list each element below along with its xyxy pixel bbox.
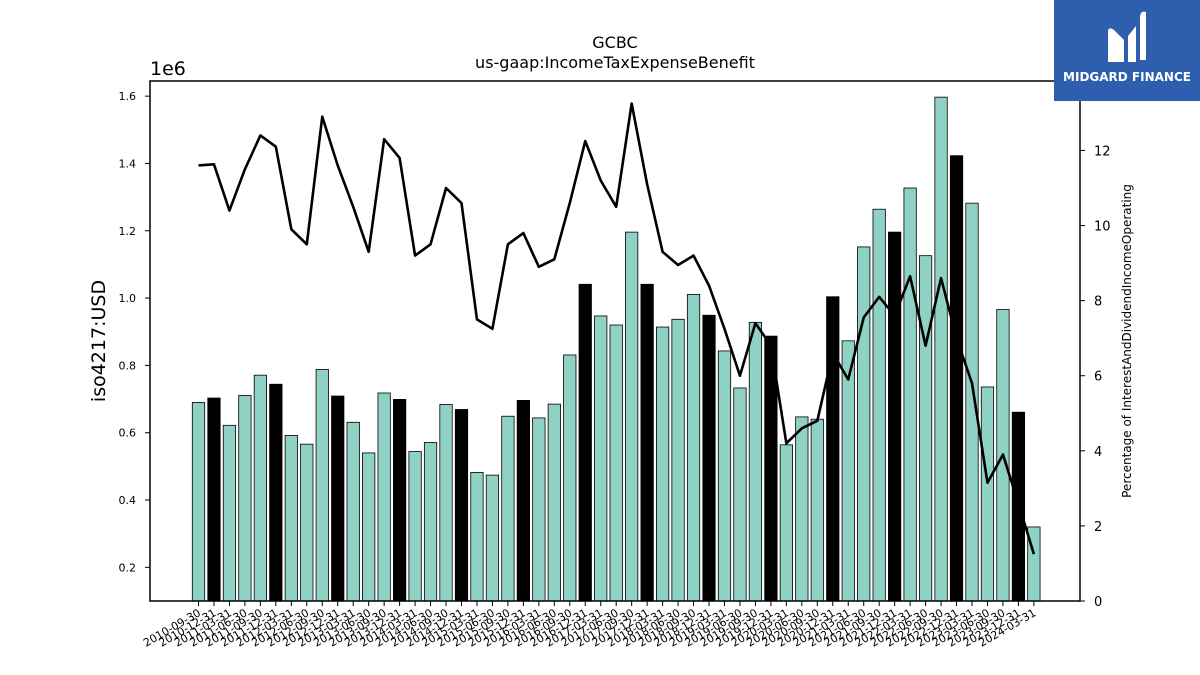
bar-2014-12-31 bbox=[454, 409, 469, 602]
y2-tick-label: 10 bbox=[1094, 220, 1111, 235]
bar-2016-06-30 bbox=[547, 403, 561, 602]
bar-2019-06-30 bbox=[733, 387, 747, 602]
y-tick-label: 0.6 bbox=[119, 427, 137, 440]
bar-2015-09-30 bbox=[501, 415, 515, 602]
bar-2021-06-30 bbox=[857, 246, 871, 602]
bar-2011-12-31 bbox=[269, 383, 283, 602]
y-tick-label: 1.0 bbox=[119, 292, 137, 305]
bar-2017-09-30 bbox=[625, 231, 639, 602]
bar-2016-09-30 bbox=[563, 354, 577, 602]
bar-2012-06-30 bbox=[300, 443, 314, 602]
bar-2014-06-30 bbox=[423, 442, 438, 602]
bar-2014-09-30 bbox=[439, 404, 453, 602]
bar-2016-03-31 bbox=[532, 417, 546, 602]
bar-2020-03-31 bbox=[779, 444, 793, 602]
y-axis-label: iso4217:USD bbox=[88, 280, 110, 402]
bar-2018-06-30 bbox=[671, 318, 685, 602]
bar-2010-12-31 bbox=[207, 397, 221, 602]
y2-tick-label: 4 bbox=[1094, 445, 1102, 460]
y2-tick-label: 0 bbox=[1094, 595, 1102, 610]
plot-frame bbox=[149, 80, 1081, 602]
bar-2018-03-31 bbox=[656, 326, 670, 602]
bar-2010-09-30 bbox=[191, 402, 206, 602]
percentage-line bbox=[198, 102, 1036, 555]
bar-2014-03-31 bbox=[408, 451, 422, 602]
bar-2016-12-31 bbox=[578, 283, 592, 602]
bar-2019-09-30 bbox=[748, 321, 763, 602]
bar-2018-09-30 bbox=[686, 293, 701, 602]
bar-2011-06-30 bbox=[238, 394, 252, 602]
brand-logo: MIDGARD FINANCE bbox=[1054, 0, 1200, 101]
bar-2021-12-31 bbox=[888, 231, 902, 602]
bar-2013-12-31 bbox=[393, 398, 407, 602]
midgard-logo-icon bbox=[1108, 11, 1146, 62]
bar-2021-09-30 bbox=[872, 208, 886, 602]
bar-2013-03-31 bbox=[346, 421, 360, 602]
bar-2012-03-31 bbox=[284, 435, 298, 602]
y-tick-label: 0.2 bbox=[119, 561, 137, 574]
y2-tick-label: 2 bbox=[1094, 520, 1102, 535]
bar-2019-03-31 bbox=[717, 350, 732, 602]
chart-title: GCBC bbox=[592, 33, 637, 52]
bar-2015-06-30 bbox=[485, 474, 500, 602]
bar-2022-12-31 bbox=[949, 155, 964, 602]
bar-2013-06-30 bbox=[362, 452, 376, 602]
y-tick-label: 0.4 bbox=[119, 494, 137, 507]
y2-axis-label: Percentage of InterestAndDividendIncomeO… bbox=[1120, 184, 1134, 498]
bar-2012-12-31 bbox=[331, 395, 345, 602]
bar-2020-12-31 bbox=[826, 296, 840, 602]
y-tick-label: 0.8 bbox=[119, 359, 137, 372]
bar-2022-06-30 bbox=[918, 255, 933, 602]
bar-2020-09-30 bbox=[810, 418, 824, 602]
bar-2015-03-31 bbox=[470, 472, 484, 602]
bar-2011-09-30 bbox=[253, 374, 267, 602]
bar-2018-12-31 bbox=[702, 314, 716, 602]
bar-2022-09-30 bbox=[934, 96, 948, 602]
bar-2017-03-31 bbox=[594, 315, 608, 602]
bar-2022-03-31 bbox=[903, 187, 917, 602]
bar-2017-06-30 bbox=[609, 324, 623, 602]
brand-name: MIDGARD FINANCE bbox=[1063, 70, 1191, 84]
bar-2023-03-31 bbox=[965, 202, 979, 602]
bar-2012-09-30 bbox=[315, 369, 329, 602]
y2-tick-label: 6 bbox=[1094, 370, 1102, 385]
bar-2015-12-31 bbox=[516, 399, 530, 602]
y-axis-multiplier: 1e6 bbox=[150, 58, 186, 80]
y2-tick-label: 12 bbox=[1094, 144, 1111, 159]
bar-2011-03-31 bbox=[222, 424, 237, 602]
bar-2013-09-30 bbox=[377, 392, 391, 602]
y-tick-label: 1.4 bbox=[119, 157, 137, 170]
y2-tick-label: 8 bbox=[1094, 295, 1102, 310]
bar-2020-06-30 bbox=[795, 416, 809, 602]
chart-subtitle: us-gaap:IncomeTaxExpenseBenefit bbox=[475, 53, 755, 72]
bar-2023-06-30 bbox=[980, 386, 995, 602]
bar-2017-12-31 bbox=[640, 283, 654, 602]
y-tick-label: 1.2 bbox=[119, 225, 137, 238]
y-tick-label: 1.6 bbox=[119, 90, 137, 103]
